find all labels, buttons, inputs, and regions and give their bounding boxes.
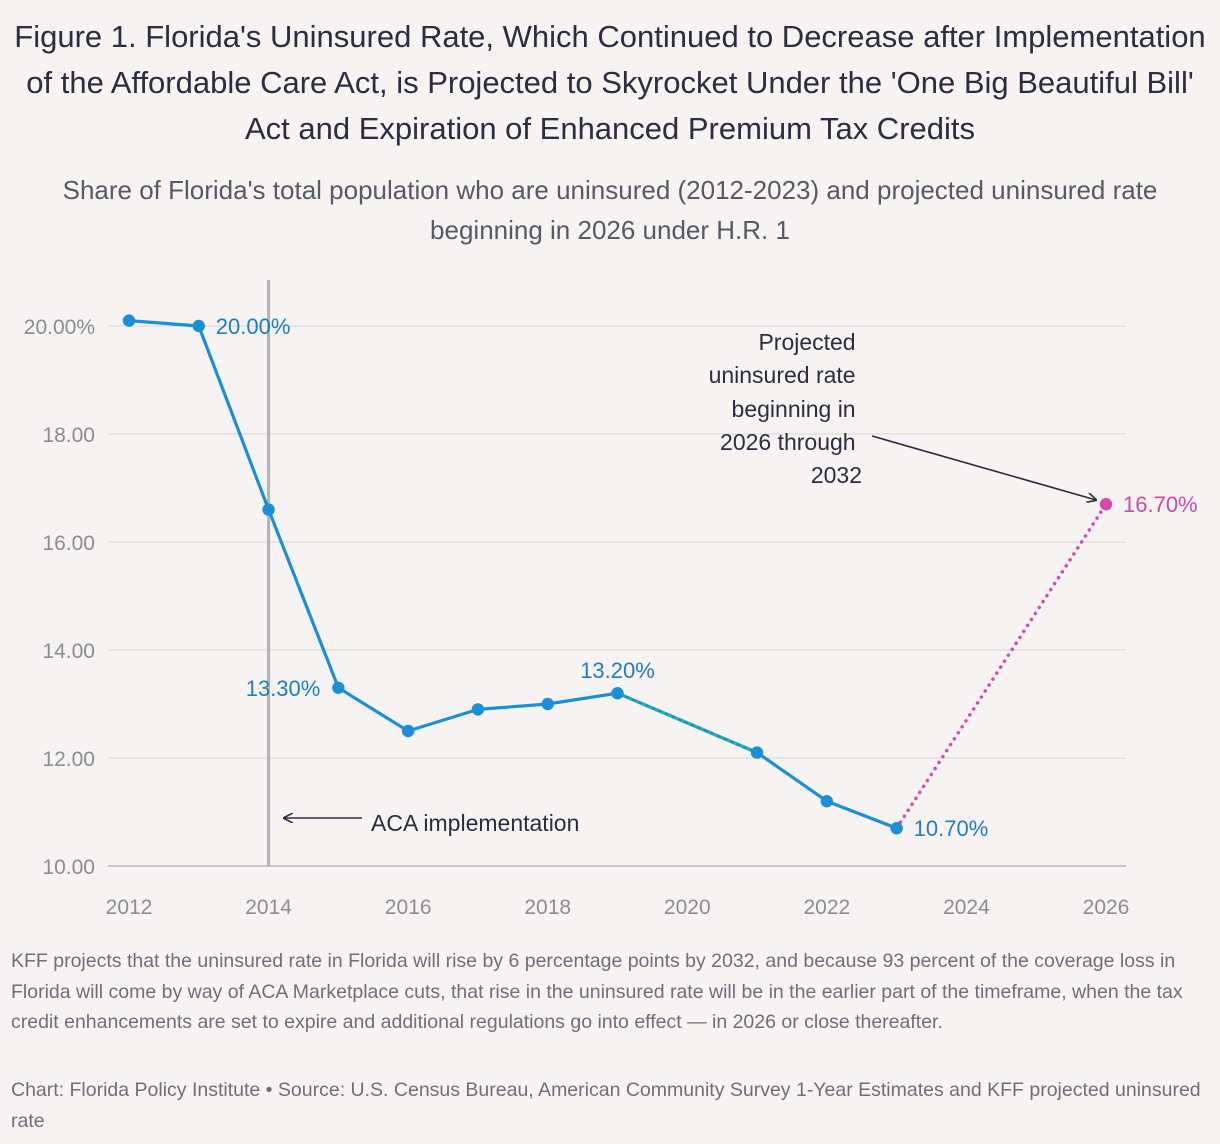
data-point <box>332 681 345 694</box>
data-point <box>611 687 624 700</box>
x-tick-label: 2026 <box>1083 896 1130 919</box>
data-point <box>122 314 136 327</box>
data-point <box>820 795 834 808</box>
projected-data-point <box>1099 498 1113 511</box>
x-tick-label: 2012 <box>106 896 153 919</box>
x-tick-label: 2018 <box>524 896 571 919</box>
y-tick-label: 16.00 <box>42 532 95 555</box>
data-label: 20.00% <box>216 314 291 339</box>
data-point <box>471 703 485 716</box>
projected-annotation-line: Projected <box>758 329 855 355</box>
projected-arrow <box>871 435 1096 500</box>
data-point <box>262 503 275 516</box>
series-line-2 <box>894 502 1108 830</box>
projected-annotation-line: beginning in <box>732 396 856 422</box>
data-label: 13.30% <box>246 676 321 701</box>
projected-annotation-line: 2032 <box>811 462 862 488</box>
chart-source: Chart: Florida Policy Institute • Source… <box>11 1079 1201 1132</box>
projected-annotation-line: uninsured rate <box>709 362 856 388</box>
line-chart: 10.00 12.00 14.00 16.00 18.00 20.00% 2012 2014 2… <box>24 280 1198 919</box>
data-point <box>401 724 415 738</box>
data-label: 13.20% <box>580 658 655 683</box>
chart-subtitle: Share of Florida's total population who … <box>62 175 1158 245</box>
projected-annotation-line: 2026 through <box>720 429 856 455</box>
y-tick-label: 14.00 <box>42 640 95 663</box>
data-label: 10.70% <box>914 816 989 841</box>
chart-note: KFF projects that the uninsured rate in … <box>11 950 1183 1033</box>
y-tick-label: 18.00 <box>42 424 95 447</box>
data-point <box>750 746 764 759</box>
series-line-1 <box>615 691 759 755</box>
aca-annotation: ACA implementation <box>371 810 579 836</box>
x-tick-label: 2024 <box>943 896 990 919</box>
chart-title: Figure 1. Florida's Uninsured Rate, Whic… <box>14 19 1206 146</box>
x-tick-label: 2016 <box>385 896 432 919</box>
data-point <box>541 697 554 711</box>
y-tick-label: 12.00 <box>42 748 95 771</box>
x-tick-label: 2014 <box>245 896 292 919</box>
x-tick-label: 2022 <box>803 896 850 919</box>
data-point <box>890 822 903 835</box>
y-tick-label: 20.00% <box>24 316 95 339</box>
x-tick-label: 2020 <box>664 896 711 919</box>
projected-annotation: Projected uninsured rate beginning in 20… <box>709 329 862 488</box>
data-label: 16.70% <box>1123 492 1198 517</box>
data-point <box>192 319 205 333</box>
y-tick-label: 10.00 <box>42 856 95 879</box>
